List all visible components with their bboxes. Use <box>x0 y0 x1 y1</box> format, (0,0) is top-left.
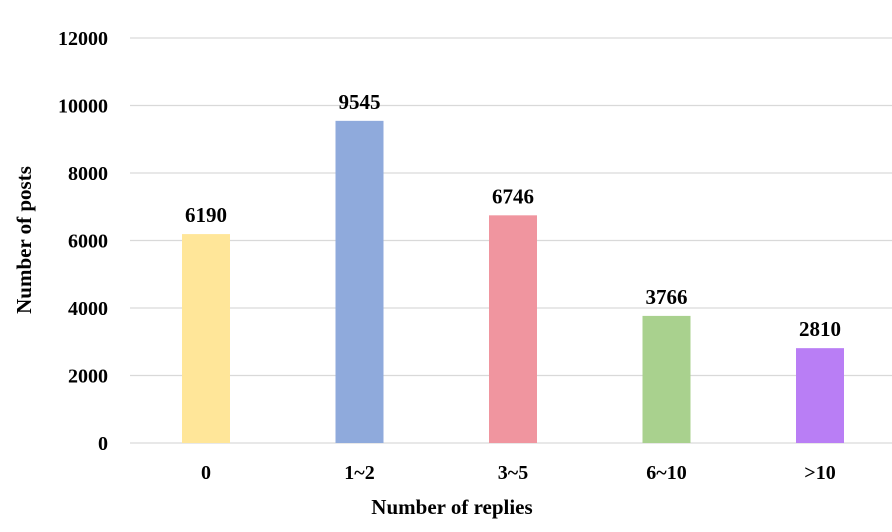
data-label: 6746 <box>492 184 534 208</box>
y-tick-label: 2000 <box>68 366 108 388</box>
x-tick-label: >10 <box>804 462 835 484</box>
x-tick-label: 3~5 <box>498 462 528 484</box>
bars <box>182 120 844 443</box>
data-label: 9545 <box>339 90 381 114</box>
y-tick-label: 6000 <box>68 231 108 253</box>
y-tick-label: 4000 <box>68 298 108 320</box>
y-tick-label: 12000 <box>58 28 108 50</box>
x-tick-label: 1~2 <box>344 462 374 484</box>
data-label: 6190 <box>185 203 227 227</box>
data-label: 3766 <box>646 285 688 309</box>
bar <box>182 234 230 443</box>
bar <box>642 315 691 443</box>
data-label: 2810 <box>799 317 841 341</box>
data-labels: 6190 9545 6746 3766 2810 <box>185 90 841 341</box>
y-tick-label: 8000 <box>68 163 108 185</box>
x-tick-label: 0 <box>201 462 211 484</box>
x-axis-title: Number of replies <box>371 495 532 519</box>
y-tick-label: 0 <box>98 433 108 455</box>
x-axis-ticks: 0 1~2 3~5 6~10 >10 <box>201 462 836 484</box>
y-axis-ticks: 0 2000 4000 6000 8000 10000 12000 <box>58 28 108 455</box>
y-tick-label: 10000 <box>58 96 108 118</box>
y-axis-title: Number of posts <box>12 166 36 314</box>
bar <box>335 120 384 443</box>
x-tick-label: 6~10 <box>646 462 686 484</box>
bar <box>796 348 844 443</box>
bar <box>489 215 537 443</box>
